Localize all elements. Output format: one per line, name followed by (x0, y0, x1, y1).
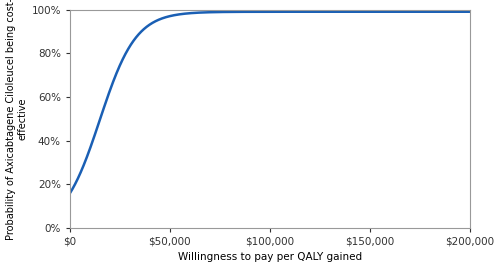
X-axis label: Willingness to pay per QALY gained: Willingness to pay per QALY gained (178, 252, 362, 262)
Y-axis label: Probability of Axicabtagene Ciloleucel being cost-
effective: Probability of Axicabtagene Ciloleucel b… (6, 0, 27, 240)
